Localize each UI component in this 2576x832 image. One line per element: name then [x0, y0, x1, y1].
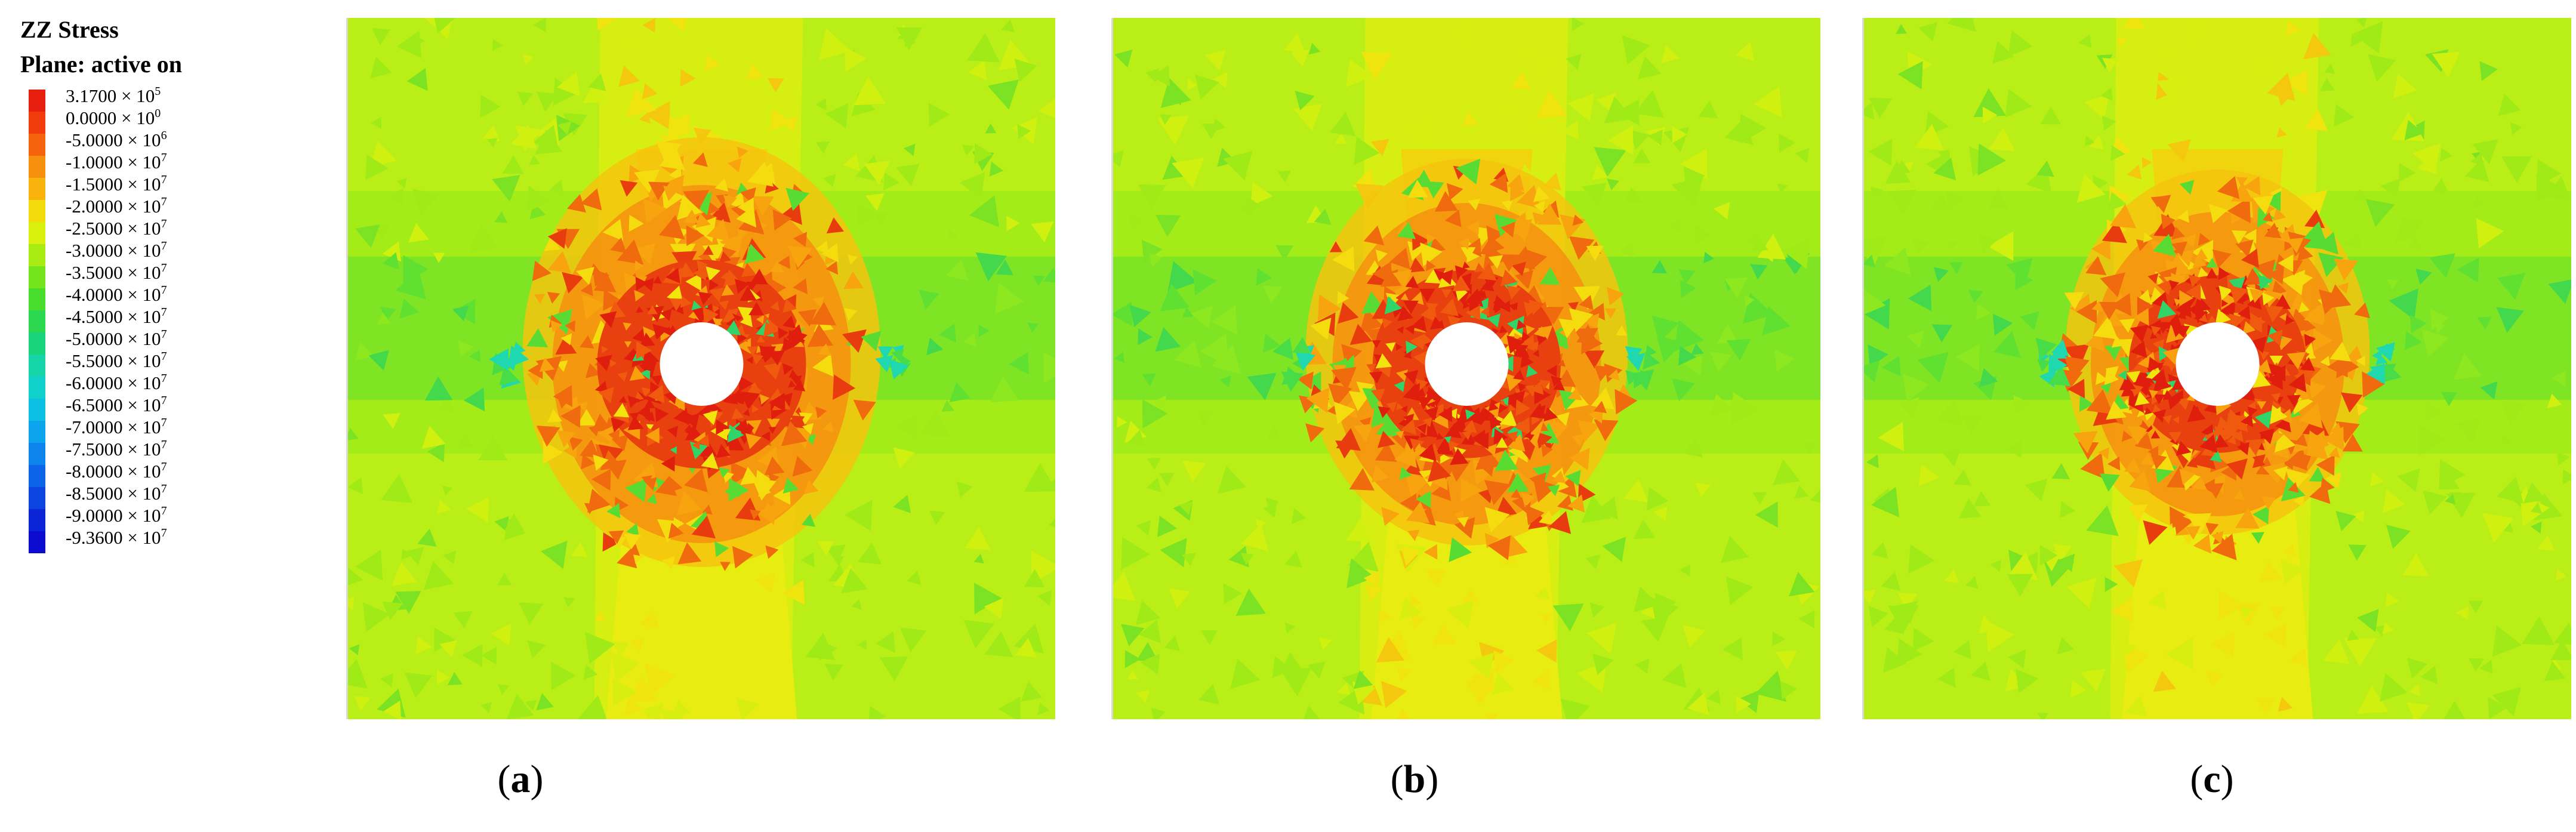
legend-value: -3.5000 × 107 — [66, 261, 167, 283]
legend-swatch — [29, 377, 45, 399]
legend-swatch — [29, 90, 45, 112]
legend-value: -6.0000 × 107 — [66, 372, 167, 393]
legend-value: -6.5000 × 107 — [66, 394, 167, 415]
legend-color-bar — [29, 90, 45, 553]
legend-value: -1.5000 × 107 — [66, 173, 167, 195]
caption-c: (c) — [2190, 757, 2234, 801]
legend-value: -4.0000 × 107 — [66, 284, 167, 305]
legend-swatch — [29, 156, 45, 178]
legend-value: -5.0000 × 106 — [66, 129, 167, 150]
legend-swatch — [29, 487, 45, 509]
legend-value: -8.5000 × 107 — [66, 482, 167, 504]
legend-swatch — [29, 465, 45, 487]
legend-value: -2.5000 × 107 — [66, 217, 167, 239]
legend-title: ZZ Stress — [20, 16, 119, 43]
legend-value: -7.0000 × 107 — [66, 416, 167, 437]
legend-value: -5.0000 × 107 — [66, 328, 167, 349]
caption-b: (b) — [1390, 757, 1439, 801]
legend-value: -9.3600 × 107 — [66, 526, 167, 548]
legend-swatch — [29, 134, 45, 156]
legend-swatch — [29, 399, 45, 421]
legend-swatch — [29, 421, 45, 443]
legend-swatch — [29, 509, 45, 531]
legend-value: -3.0000 × 107 — [66, 239, 167, 261]
legend-swatch — [29, 244, 45, 266]
legend-swatch — [29, 332, 45, 355]
legend-swatch — [29, 112, 45, 134]
legend-labels: 3.1700 × 105 0.0000 × 100 -5.0000 × 106 -1.… — [66, 85, 167, 548]
legend-swatch — [29, 266, 45, 288]
stress-contour-plot — [1113, 18, 1820, 719]
legend-value: -2.0000 × 107 — [66, 195, 167, 217]
legend-swatch — [29, 310, 45, 332]
stress-panel-a — [346, 18, 1055, 719]
caption-a: (a) — [497, 757, 544, 801]
legend-subtitle: Plane: active on — [20, 51, 183, 78]
stress-contour-plot — [1864, 18, 2571, 719]
legend-value: -4.5000 × 107 — [66, 306, 167, 327]
legend-swatch — [29, 288, 45, 310]
legend-value: -8.0000 × 107 — [66, 460, 167, 482]
legend-value: -9.0000 × 107 — [66, 504, 167, 526]
legend-swatch — [29, 443, 45, 465]
stress-panel-b — [1111, 18, 1820, 719]
legend-swatch — [29, 178, 45, 200]
stress-legend: ZZ Stress Plane: active on 3.1700 × 105 0… — [20, 13, 355, 729]
legend-swatch — [29, 222, 45, 244]
stress-contour-plot — [348, 18, 1055, 719]
legend-value: -1.0000 × 107 — [66, 151, 167, 172]
legend-swatch — [29, 355, 45, 377]
legend-value: 0.0000 × 100 — [66, 107, 161, 128]
legend-swatch — [29, 531, 45, 553]
stress-panel-c — [1862, 18, 2571, 719]
legend-value: 3.1700 × 105 — [66, 85, 161, 106]
legend-value: -7.5000 × 107 — [66, 438, 167, 460]
legend-swatch — [29, 200, 45, 222]
legend-value: -5.5000 × 107 — [66, 350, 167, 371]
